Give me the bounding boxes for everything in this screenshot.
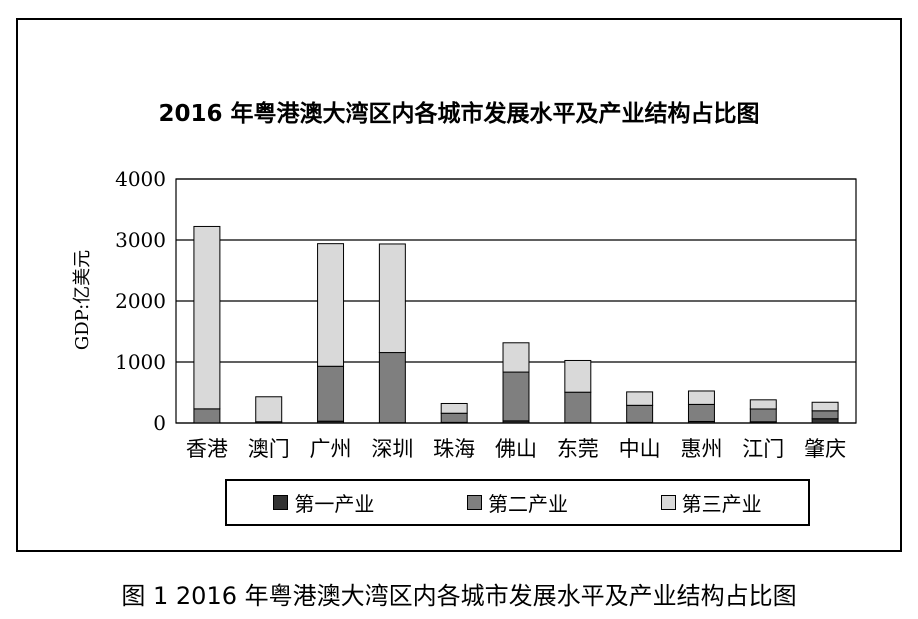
y-tick-label: 2000 — [115, 289, 166, 313]
grid-lines — [175, 178, 857, 424]
chart-frame — [16, 18, 902, 552]
bar-segment — [502, 371, 530, 422]
x-category-label: 惠州 — [680, 437, 722, 461]
x-category-label: 江门 — [742, 437, 784, 461]
bar-segment — [749, 399, 777, 410]
bar-segment — [811, 410, 839, 420]
y-tick-label: 4000 — [115, 167, 166, 191]
legend-item-secondary: 第二产业 — [466, 488, 568, 517]
x-category-label: 佛山 — [495, 437, 537, 461]
x-category-labels: 香港 澳门 广州 深圳 珠海 佛山 东莞 中山 惠州 江门 肇庆 — [186, 437, 846, 461]
bar-segment — [440, 412, 468, 423]
legend-item-primary: 第一产业 — [273, 488, 374, 517]
figure-caption: 图 1 2016 年粤港澳大湾区内各城市发展水平及产业结构占比图 — [121, 582, 797, 610]
chart-title: 2016 年粤港澳大湾区内各城市发展水平及产业结构占比图 — [158, 101, 760, 127]
y-tick-label: 1000 — [115, 350, 166, 374]
x-category-label: 肇庆 — [804, 437, 846, 461]
legend-label-primary: 第一产业 — [294, 492, 375, 516]
bar-segment — [317, 243, 345, 367]
bar-segment — [564, 391, 592, 424]
x-category-label: 广州 — [310, 437, 352, 461]
bar-segment — [378, 243, 406, 354]
x-category-label: 香港 — [186, 437, 228, 461]
bar-chart: 0 1000 2000 3000 4000 香港 澳门 广州 深圳 珠海 佛山 东莞 中山 惠州 江门 肇庆… — [72, 167, 857, 461]
bar-segment — [317, 365, 345, 422]
legend-label-secondary: 第二产业 — [487, 492, 568, 516]
y-axis-label: GDP:亿美元 — [72, 250, 93, 350]
bar-segment — [749, 408, 777, 423]
bar-segment — [255, 396, 283, 423]
x-category-label: 东莞 — [557, 437, 599, 461]
bar-segment — [564, 359, 592, 393]
bar-segment — [687, 390, 715, 405]
legend-label-tertiary: 第三产业 — [681, 492, 762, 516]
x-category-label: 深圳 — [371, 437, 413, 461]
legend-item-tertiary: 第三产业 — [660, 488, 762, 517]
legend: 第一产业 第二产业 第三产业 — [225, 479, 810, 526]
bar-segment — [440, 402, 468, 414]
bars — [193, 225, 839, 424]
legend-swatch-secondary — [466, 495, 482, 510]
bar-segment — [193, 408, 221, 424]
x-category-label: 中山 — [619, 437, 661, 461]
x-category-label: 珠海 — [433, 437, 475, 461]
legend-swatch-primary — [273, 495, 289, 510]
bar-segment — [626, 404, 654, 423]
bar-segment — [502, 342, 530, 373]
y-tick-label: 3000 — [115, 228, 166, 252]
legend-swatch-tertiary — [660, 495, 676, 510]
y-tick-labels: 0 1000 2000 3000 4000 — [115, 167, 166, 435]
bar-segment — [626, 391, 654, 406]
x-category-label: 澳门 — [248, 437, 290, 461]
bar-segment — [687, 403, 715, 422]
bar-segment — [378, 352, 406, 424]
y-tick-label: 0 — [153, 411, 166, 435]
bar-segment — [193, 225, 221, 410]
bar-segment — [811, 418, 839, 424]
bar-segment — [811, 401, 839, 412]
